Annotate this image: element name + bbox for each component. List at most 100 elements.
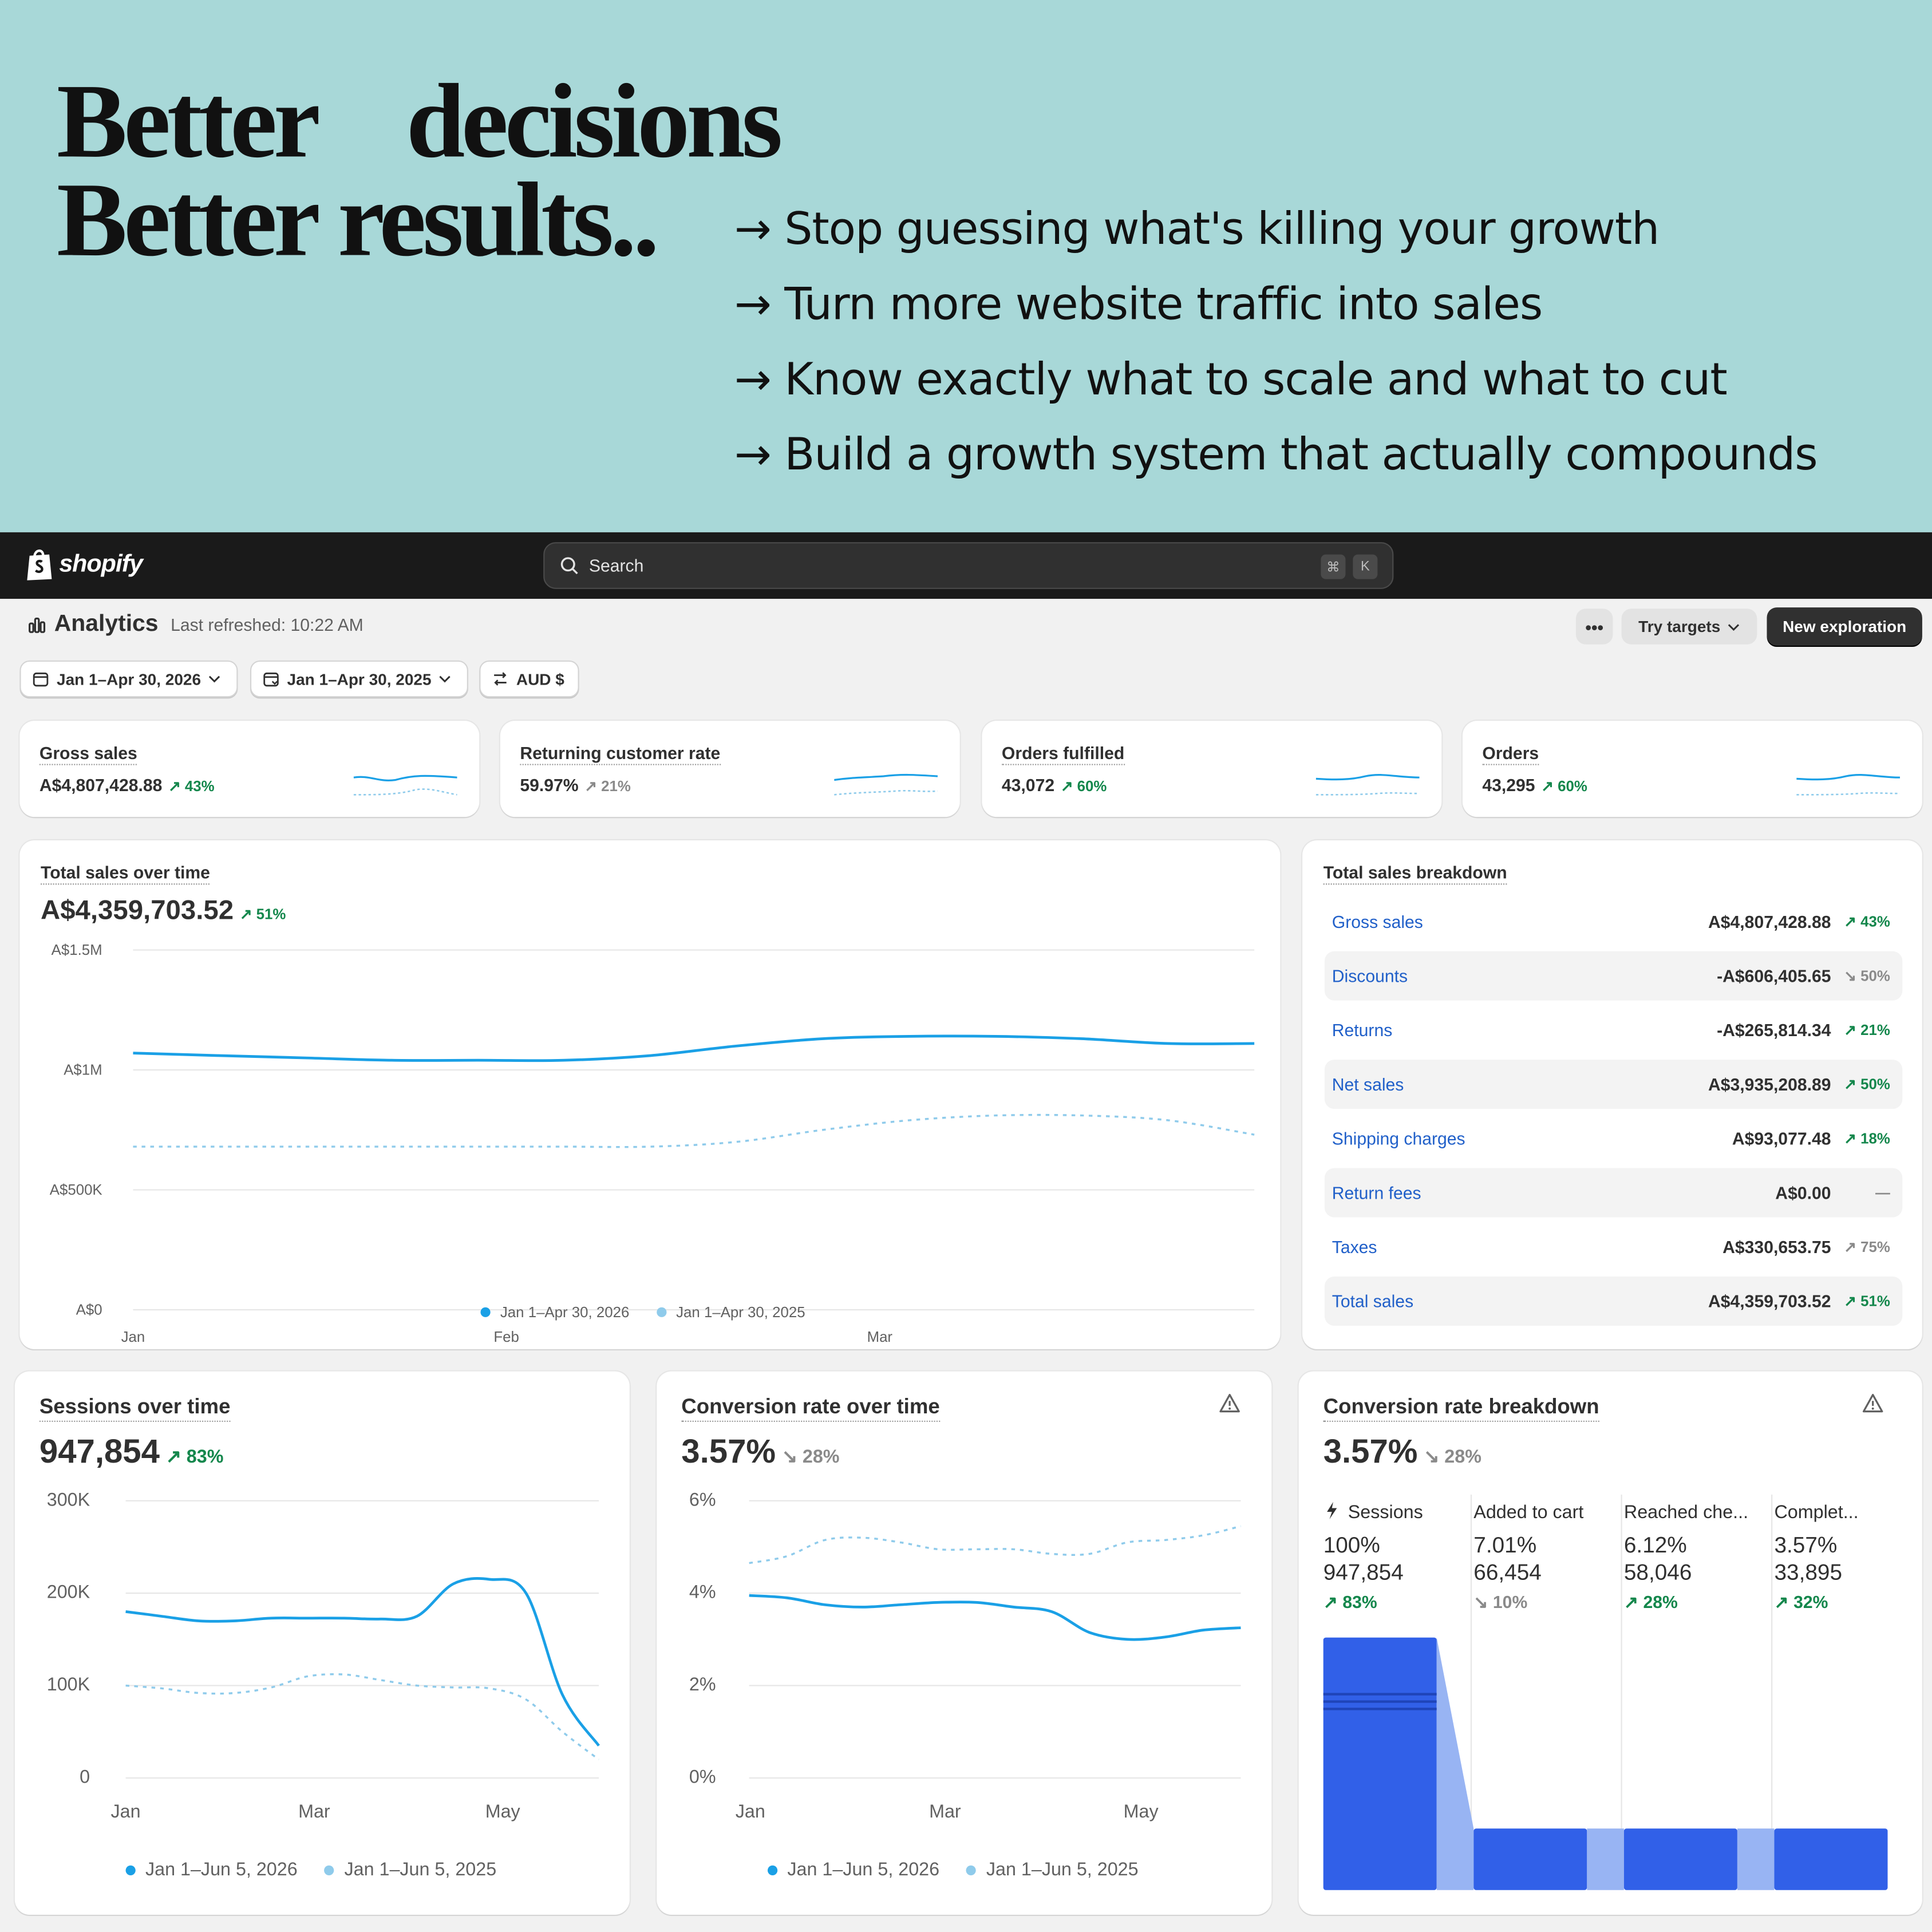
breakdown-row-delta: —: [1875, 1184, 1890, 1201]
breakdown-row-value: A$4,359,703.52: [1708, 1291, 1831, 1311]
funnel-bar[interactable]: [1623, 1828, 1737, 1890]
hero-bullet: → Build a growth system that actually co…: [734, 430, 1818, 481]
breakdown-row-label[interactable]: Discounts: [1332, 966, 1408, 986]
compare-range-picker[interactable]: Jan 1–Apr 30, 2025: [250, 660, 468, 698]
legend-dot: [767, 1864, 778, 1875]
kpi-card-orders[interactable]: Orders 43,295 ↗ 60%: [1462, 721, 1922, 817]
chart-title[interactable]: Conversion rate breakdown: [1323, 1395, 1599, 1422]
comparison-series-line[interactable]: [133, 1113, 1255, 1148]
breakdown-row-label[interactable]: Total sales: [1332, 1291, 1414, 1311]
legend-item[interactable]: Jan 1–Jun 5, 2025: [325, 1859, 496, 1880]
primary-series-line[interactable]: [125, 1577, 600, 1747]
chevron-down-icon: [439, 675, 451, 683]
kpi-card-returning-customer-rate[interactable]: Returning customer rate 59.97% ↗ 21%: [500, 721, 960, 817]
hero-bullet: → Stop guessing what's killing your grow…: [734, 204, 1660, 255]
funnel-step-delta-text: 83%: [1342, 1591, 1377, 1612]
kpi-value-text: A$4,807,428.88: [39, 775, 163, 795]
x-tick-label: Mar: [298, 1801, 330, 1822]
legend-label: Jan 1–Jun 5, 2026: [787, 1859, 940, 1880]
kpi-delta-text: 60%: [1077, 777, 1107, 795]
try-targets-button[interactable]: Try targets: [1621, 609, 1757, 645]
shopify-bag-icon: [27, 549, 52, 580]
kpi-value-text: 43,072: [1001, 775, 1055, 795]
y-tick-label: A$0: [76, 1302, 102, 1318]
kpi-value: 43,072 ↗ 60%: [1002, 775, 1107, 795]
chart-title[interactable]: Sessions over time: [39, 1395, 231, 1422]
breakdown-row-label[interactable]: Net sales: [1332, 1074, 1404, 1095]
breakdown-row[interactable]: Returns -A$265,814.34 ↗ 21%: [1325, 1005, 1902, 1054]
new-exploration-button[interactable]: New exploration: [1767, 607, 1922, 646]
analytics-icon: [29, 617, 46, 633]
sessions-line-chart[interactable]: 300K 200K 100K 0 Jan Mar May: [15, 1482, 630, 1839]
legend-item[interactable]: Jan 1–Jun 5, 2026: [767, 1859, 940, 1880]
currency-selector[interactable]: AUD $: [479, 660, 579, 698]
breakdown-row[interactable]: Shipping charges A$93,077.48 ↗ 18%: [1325, 1114, 1902, 1163]
kpi-value-text: 59.97%: [520, 775, 579, 795]
chart-total-value: A$4,359,703.52 ↗ 51%: [41, 895, 286, 927]
chart-title[interactable]: Total sales over time: [41, 863, 210, 885]
search-bar[interactable]: Search ⌘ K: [543, 542, 1394, 589]
kpi-delta: ↗ 60%: [1060, 777, 1107, 795]
legend-label: Jan 1–Jun 5, 2026: [145, 1859, 298, 1880]
breakdown-row[interactable]: Gross sales A$4,807,428.88 ↗ 43%: [1325, 897, 1902, 946]
breakdown-title[interactable]: Total sales breakdown: [1323, 863, 1507, 885]
breakdown-row-value: A$330,653.75: [1722, 1237, 1831, 1257]
breakdown-row-label[interactable]: Taxes: [1332, 1237, 1377, 1257]
breakdown-row-label[interactable]: Returns: [1332, 1020, 1393, 1040]
legend-dot: [325, 1864, 335, 1875]
conversion-rate-line-chart[interactable]: 6% 4% 2% 0% Jan Mar May: [657, 1482, 1271, 1839]
primary-series-line[interactable]: [133, 1034, 1255, 1062]
kpi-card-orders-fulfilled[interactable]: Orders fulfilled 43,072 ↗ 60%: [982, 721, 1442, 817]
breakdown-row-label[interactable]: Return fees: [1332, 1183, 1421, 1203]
funnel-bar[interactable]: [1774, 1828, 1888, 1890]
breakdown-row[interactable]: Total sales A$4,359,703.52 ↗ 51%: [1324, 1276, 1903, 1326]
funnel-step-name: Sessions: [1323, 1499, 1423, 1526]
date-range-picker[interactable]: Jan 1–Apr 30, 2026: [19, 660, 238, 698]
y-tick-label: 100K: [47, 1674, 90, 1694]
primary-series-line[interactable]: [749, 1594, 1241, 1641]
comparison-series-line[interactable]: [749, 1525, 1241, 1564]
breakdown-row[interactable]: Taxes A$330,653.75 ↗ 75%: [1325, 1222, 1902, 1271]
funnel-step[interactable]: Reached che... 6.12% 58,046 ↗ 28%: [1624, 1499, 1748, 1615]
hero-banner: Better decisions Better results.. → Stop …: [0, 0, 1932, 532]
chart-delta-text: 83%: [186, 1446, 224, 1468]
breakdown-row[interactable]: Return fees A$0.00 —: [1324, 1168, 1903, 1218]
legend-item[interactable]: Jan 1–Apr 30, 2026: [480, 1303, 629, 1321]
legend-item[interactable]: Jan 1–Jun 5, 2025: [966, 1859, 1139, 1880]
kpi-card-gross-sales[interactable]: Gross sales A$4,807,428.88 ↗ 43%: [19, 721, 480, 817]
y-tick-label: 2%: [689, 1674, 716, 1694]
breakdown-row-delta: ↘ 50%: [1844, 967, 1890, 985]
breakdown-row-label[interactable]: Shipping charges: [1332, 1128, 1465, 1149]
legend-label: Jan 1–Apr 30, 2025: [676, 1303, 805, 1321]
x-tick-label: Mar: [929, 1801, 961, 1822]
try-targets-label: Try targets: [1638, 617, 1721, 636]
funnel-step[interactable]: Complet... 3.57% 33,895 ↗ 32%: [1774, 1499, 1858, 1615]
chart-legend: Jan 1–Jun 5, 2026 Jan 1–Jun 5, 2025: [767, 1859, 1139, 1880]
warning-icon[interactable]: [1219, 1392, 1241, 1415]
breakdown-row-delta-text: 18%: [1860, 1129, 1890, 1147]
legend-item[interactable]: Jan 1–Apr 30, 2025: [656, 1303, 805, 1321]
breakdown-row-label[interactable]: Gross sales: [1332, 911, 1423, 932]
chart-title[interactable]: Conversion rate over time: [681, 1395, 940, 1422]
funnel-bar[interactable]: [1473, 1828, 1587, 1890]
total-sales-line-chart[interactable]: A$1.5M A$1M A$500K A$0 Jan Feb Mar: [19, 914, 1280, 1358]
shopify-logo[interactable]: shopify: [25, 547, 143, 582]
warning-icon[interactable]: [1862, 1392, 1884, 1415]
x-tick-label: Mar: [867, 1329, 893, 1345]
comparison-series-line[interactable]: [125, 1673, 600, 1761]
kpi-value-text: 43,295: [1482, 775, 1535, 795]
more-actions-button[interactable]: •••: [1575, 609, 1613, 645]
kpi-delta-text: 60%: [1558, 777, 1587, 795]
calendar-compare-icon: [263, 672, 279, 687]
breakdown-row[interactable]: Net sales A$3,935,208.89 ↗ 50%: [1324, 1060, 1903, 1109]
funnel-bar[interactable]: [1323, 1637, 1437, 1890]
chart-legend: Jan 1–Apr 30, 2026 Jan 1–Apr 30, 2025: [480, 1303, 805, 1321]
breakdown-row[interactable]: Discounts -A$606,405.65 ↘ 50%: [1324, 951, 1903, 1001]
breakdown-row-delta-text: 75%: [1860, 1238, 1890, 1256]
funnel-step-count: 58,046: [1623, 1559, 1692, 1585]
legend-item[interactable]: Jan 1–Jun 5, 2026: [125, 1859, 298, 1880]
legend-label: Jan 1–Jun 5, 2025: [344, 1859, 497, 1880]
funnel-step[interactable]: Sessions 100% 947,854 ↗ 83%: [1323, 1499, 1423, 1615]
funnel-step[interactable]: Added to cart 7.01% 66,454 ↘ 10%: [1473, 1499, 1583, 1615]
breakdown-row-delta-text: 50%: [1860, 1076, 1890, 1093]
